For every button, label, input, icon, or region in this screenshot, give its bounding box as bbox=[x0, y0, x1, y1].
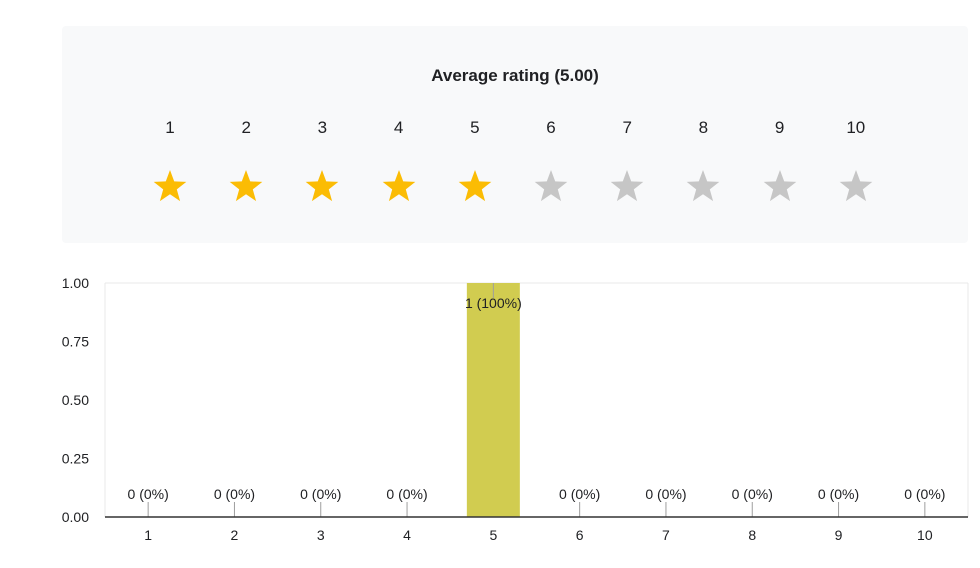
star-filled-icon bbox=[229, 170, 263, 202]
data-label: 0 (0%) bbox=[300, 486, 341, 502]
bar-5 bbox=[466, 283, 520, 517]
data-label: 0 (0%) bbox=[128, 486, 169, 502]
y-tick-label: 0.00 bbox=[62, 509, 89, 525]
star-number: 4 bbox=[393, 118, 404, 137]
x-tick-label: 9 bbox=[835, 527, 843, 543]
y-tick-label: 0.25 bbox=[62, 451, 89, 467]
data-label: 0 (0%) bbox=[904, 486, 945, 502]
x-tick-label: 7 bbox=[662, 527, 670, 543]
star-number: 7 bbox=[622, 118, 632, 137]
star-number: 9 bbox=[774, 118, 785, 137]
average-rating-title: Average rating (5.00) bbox=[431, 66, 599, 85]
data-label: 0 (0%) bbox=[732, 486, 773, 502]
star-number: 8 bbox=[698, 118, 709, 137]
x-tick-label: 2 bbox=[231, 527, 239, 543]
star-number: 5 bbox=[470, 118, 480, 137]
star-filled-icon bbox=[153, 170, 187, 202]
rating-bar-chart: 0.00 0.25 0.50 0.75 1.00 0 (0%) 1 0 (0%) 2 0 (0%)… bbox=[0, 260, 980, 560]
x-tick-label: 6 bbox=[576, 527, 584, 543]
x-tick-label: 10 bbox=[917, 527, 933, 543]
star-filled-icon bbox=[458, 170, 492, 202]
star-empty-icon bbox=[687, 170, 720, 202]
star-empty-icon bbox=[610, 170, 644, 202]
data-label: 0 (0%) bbox=[386, 486, 427, 502]
x-tick-label: 3 bbox=[317, 527, 325, 543]
data-label: 0 (0%) bbox=[559, 486, 600, 502]
data-label: 0 (0%) bbox=[214, 486, 255, 502]
star-number: 3 bbox=[317, 118, 328, 137]
star-number: 2 bbox=[241, 118, 251, 137]
y-tick-label: 0.75 bbox=[62, 334, 89, 350]
star-empty-icon bbox=[839, 170, 873, 202]
star-filled-icon bbox=[382, 170, 415, 202]
rating-summary-card: Average rating (5.00) 1 2 3 4 5 6 7 8 9 10 bbox=[62, 26, 968, 243]
star-number: 6 bbox=[546, 118, 556, 137]
chart-svg: 0.00 0.25 0.50 0.75 1.00 0 (0%) 1 0 (0%) 2 0 (0%)… bbox=[62, 275, 969, 543]
x-tick-label: 8 bbox=[748, 527, 756, 543]
y-tick-label: 0.50 bbox=[62, 392, 89, 408]
star-number: 10 bbox=[846, 118, 866, 137]
data-label: 0 (0%) bbox=[818, 486, 859, 502]
y-tick-label: 1.00 bbox=[62, 275, 89, 291]
star-filled-icon bbox=[306, 170, 339, 202]
data-label: 0 (0%) bbox=[645, 486, 686, 502]
x-tick-label: 4 bbox=[403, 527, 411, 543]
star-empty-icon bbox=[763, 170, 796, 202]
data-label: 1 (100%) bbox=[465, 295, 522, 311]
star-empty-icon bbox=[534, 170, 568, 202]
star-number: 1 bbox=[165, 118, 175, 137]
x-tick-label: 1 bbox=[144, 527, 152, 543]
x-tick-label: 5 bbox=[489, 527, 497, 543]
